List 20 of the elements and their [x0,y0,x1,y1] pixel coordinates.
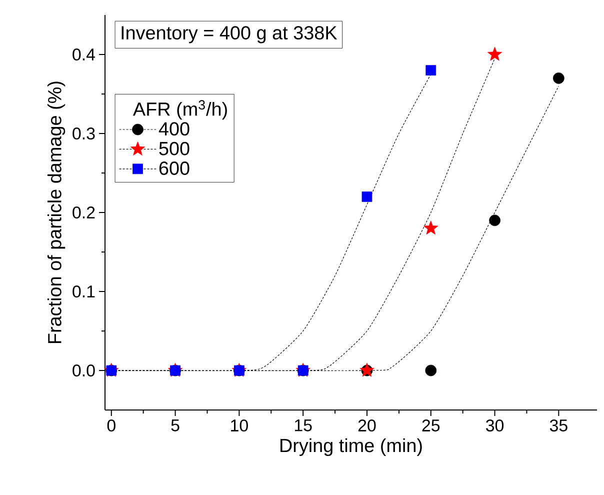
x-tick-label: 0 [107,419,116,432]
y-tick-label: 0.0 [72,364,95,376]
legend-label: 500 [159,142,190,156]
legend-title: AFR (m$^{3}$/h) [132,100,227,120]
x-axis-title: Drying time (min) [280,438,422,456]
x-tick-label: 10 [231,419,248,432]
y-axis-title: Fraction of particle damage (%) [47,82,66,343]
y-tick-label: 0.3 [72,128,95,140]
x-tick-label: 15 [294,419,312,432]
y-tick-label: 0.1 [72,286,95,298]
x-tick-label: 20 [358,419,376,432]
x-tick-label: 25 [422,419,440,432]
y-tick-label: 0.4 [72,48,96,60]
y-tick-label: 0.2 [72,206,95,218]
x-tick-label: 35 [550,419,568,432]
x-tick-label: 30 [486,419,504,432]
annotation: Inventory = 400 g at 338K [122,26,338,44]
x-tick-label: 5 [171,419,180,432]
legend-label: 600 [159,162,190,175]
legend-label: 400 [158,122,190,136]
